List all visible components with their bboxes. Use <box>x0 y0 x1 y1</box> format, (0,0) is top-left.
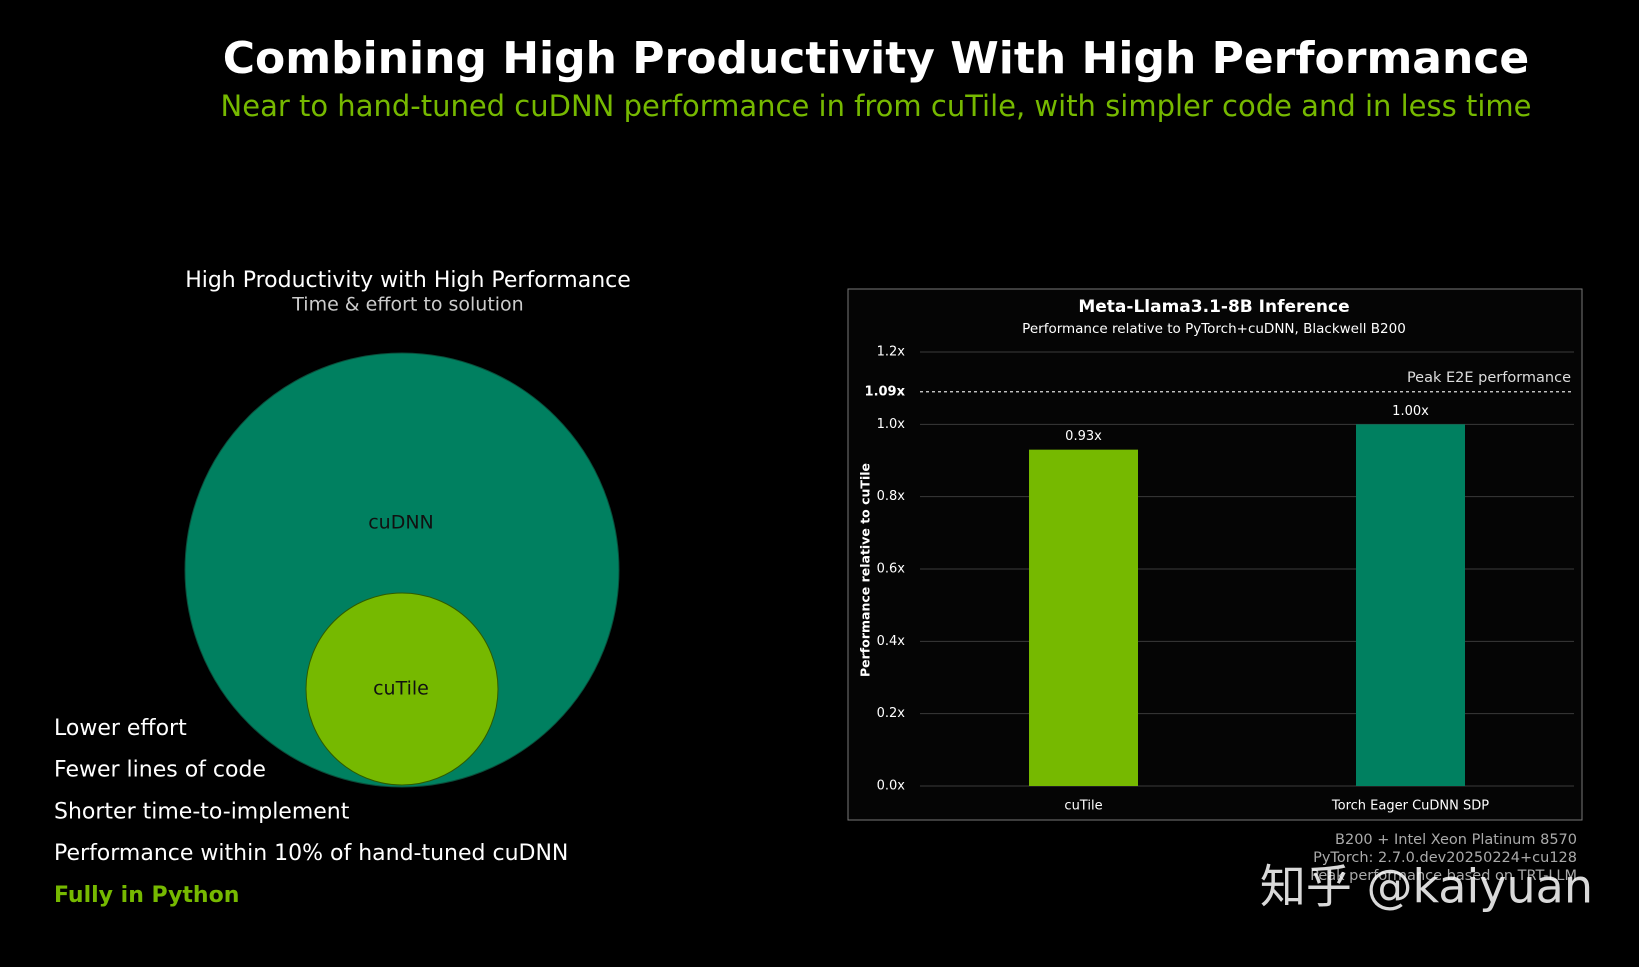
y-tick-label: 1.0x <box>877 417 906 432</box>
bar <box>1356 424 1465 786</box>
value-label: 1.00x <box>1392 404 1429 419</box>
slide-subtitle: Near to hand-tuned cuDNN performance in … <box>221 89 1532 123</box>
diagram-subtitle: Time & effort to solution <box>291 294 523 316</box>
slide-title: Combining High Productivity With High Pe… <box>223 33 1530 84</box>
bar <box>1029 449 1138 786</box>
footnote: Peak performance based on TRT-LLM <box>1310 868 1577 884</box>
highlight: Fully in Python <box>54 883 239 908</box>
diagram-title: High Productivity with High Performance <box>185 268 631 293</box>
x-tick-label: cuTile <box>1064 799 1102 814</box>
value-label: 0.93x <box>1065 429 1102 444</box>
plot: 0.0x 0.2x 0.4x 0.6x 0.8x 1.0x 1.2x 1.09x Peak E2… <box>865 345 1574 814</box>
y-tick-label: 0.6x <box>877 562 906 577</box>
reference-text: Peak E2E performance <box>1407 370 1571 386</box>
bullet: Fewer lines of code <box>54 758 266 783</box>
y-tick-label: 0.4x <box>877 634 906 649</box>
y-axis-label: Performance relative to cuTile <box>858 463 873 677</box>
y-tick-label: 1.2x <box>877 345 906 360</box>
x-tick-label: Torch Eager CuDNN SDP <box>1331 799 1489 814</box>
y-tick-label: 0.8x <box>877 489 906 504</box>
reference-label: 1.09x <box>865 384 906 399</box>
footnote: B200 + Intel Xeon Platinum 8570 <box>1335 832 1577 848</box>
chart-title: Meta-Llama3.1-8B Inference <box>1078 297 1349 317</box>
watermark: 知乎 @kaiyuan <box>1260 860 1593 914</box>
chart-frame <box>847 288 1583 821</box>
outer-label: cuDNN <box>368 512 434 534</box>
bullet: Lower effort <box>54 716 187 741</box>
chart-subtitle: Performance relative to PyTorch+cuDNN, B… <box>1022 321 1406 337</box>
bullet-list: Lower effort Fewer lines of code Shorter t… <box>54 716 568 866</box>
y-tick-label: 0.0x <box>877 779 906 794</box>
bullet: Shorter time-to-implement <box>54 799 350 824</box>
footnotes: B200 + Intel Xeon Platinum 8570 PyTorch: … <box>1310 832 1577 884</box>
footnote: PyTorch: 2.7.0.dev20250224+cu128 <box>1313 850 1577 866</box>
y-tick-label: 0.2x <box>877 706 906 721</box>
inner-circle <box>305 592 499 786</box>
bullet: Performance within 10% of hand-tuned cuD… <box>54 841 568 866</box>
outer-circle <box>184 352 620 788</box>
inner-label: cuTile <box>373 678 429 700</box>
